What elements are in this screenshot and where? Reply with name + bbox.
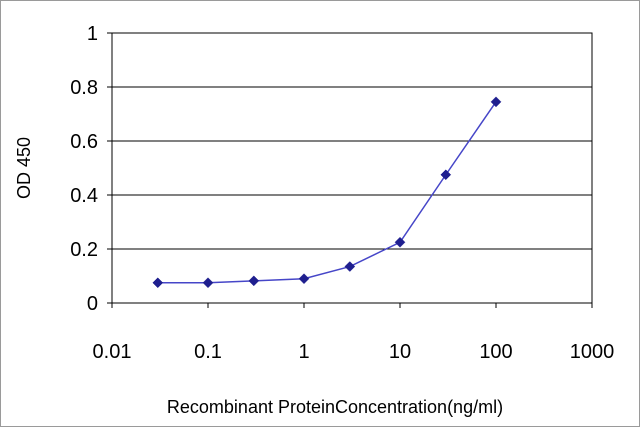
y-tick-label: 0.6 — [70, 131, 98, 153]
data-point — [490, 96, 502, 108]
y-tick-label: 0 — [87, 293, 98, 315]
x-tick-label: 10 — [389, 341, 411, 363]
series — [152, 96, 502, 289]
gridlines — [112, 86, 592, 250]
y-tick-label: 0.2 — [70, 239, 98, 261]
y-tick-label: 0.4 — [70, 185, 98, 207]
data-point — [394, 236, 406, 248]
plot-area — [111, 32, 593, 304]
data-point — [344, 261, 356, 272]
data-point — [248, 275, 260, 287]
y-tick-label: 0.8 — [70, 77, 98, 99]
x-axis-label: Recombinant ProteinConcentration(ng/ml) — [167, 397, 503, 417]
x-ticks: 0.01 0.1 1 10 100 1000 — [93, 303, 615, 363]
x-tick-label: 100 — [479, 341, 512, 363]
data-point — [202, 277, 214, 289]
data-point — [152, 277, 164, 289]
y-ticks: 0 0.2 0.4 0.6 0.8 1 — [70, 23, 112, 315]
series-line — [157, 101, 497, 284]
data-point — [440, 169, 452, 181]
x-tick-label: 1000 — [570, 341, 615, 363]
y-axis-label: OD 450 — [14, 137, 34, 199]
y-tick-label: 1 — [87, 23, 98, 45]
x-tick-label: 1 — [298, 341, 309, 363]
data-point — [298, 273, 310, 285]
x-tick-label: 0.1 — [194, 341, 222, 363]
x-tick-label: 0.01 — [93, 341, 132, 363]
